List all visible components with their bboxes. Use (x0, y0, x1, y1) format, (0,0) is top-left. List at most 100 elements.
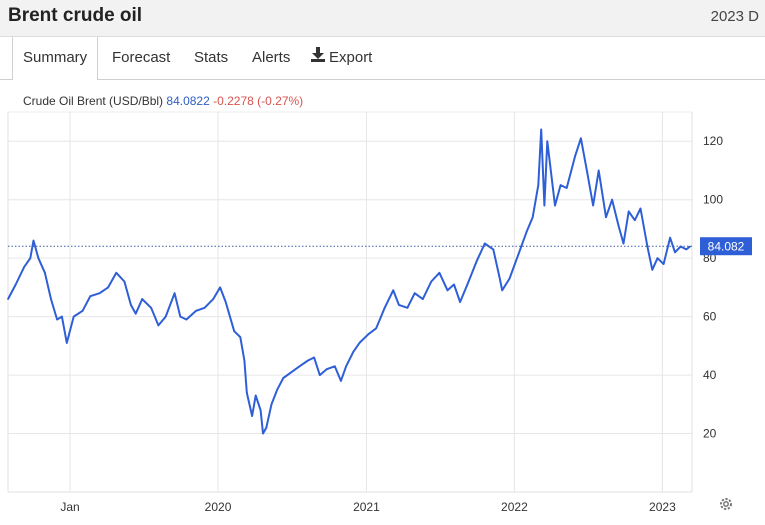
data-point (484, 243, 486, 245)
data-point (174, 292, 176, 294)
data-point (447, 290, 449, 292)
data-point (141, 298, 143, 300)
legend-change: -0.2278 (-0.27%) (213, 94, 303, 108)
data-point (647, 246, 649, 248)
header-bar: Brent crude oil 2023 D (0, 0, 765, 37)
data-point (459, 301, 461, 303)
data-point (499, 278, 501, 280)
series-line (8, 130, 690, 434)
chart-legend: Crude Oil Brent (USD/Bbl) 84.0822 -0.227… (23, 94, 303, 108)
data-point (135, 313, 137, 315)
data-point (547, 140, 549, 142)
data-point (124, 281, 126, 283)
data-point (368, 333, 370, 335)
data-point (554, 205, 556, 207)
data-point (407, 307, 409, 309)
data-point (186, 319, 188, 321)
data-point (598, 170, 600, 172)
data-point (255, 395, 257, 397)
data-point (262, 433, 264, 435)
legend-value: 84.0822 (166, 94, 209, 108)
data-point (623, 243, 625, 245)
y-tick-label: 120 (703, 134, 723, 148)
data-point (195, 310, 197, 312)
current-value-badge (700, 237, 752, 255)
data-point (251, 415, 253, 417)
data-point (414, 292, 416, 294)
data-point (307, 360, 309, 362)
data-point (50, 298, 52, 300)
data-point (689, 246, 691, 248)
x-tick-label: 2021 (353, 500, 380, 514)
data-point (422, 298, 424, 300)
data-point (611, 199, 613, 201)
data-point (384, 307, 386, 309)
data-point (453, 284, 455, 286)
data-point (392, 290, 394, 292)
data-point (82, 310, 84, 312)
data-point (107, 287, 109, 289)
x-tick-label: 2023 (649, 500, 676, 514)
y-tick-label: 100 (703, 193, 723, 207)
data-point (150, 307, 152, 309)
data-point (640, 208, 642, 210)
data-point (334, 366, 336, 368)
data-point (532, 216, 534, 218)
data-point (544, 205, 546, 207)
header-date: 2023 D (711, 8, 759, 25)
data-point (244, 360, 246, 362)
data-point (375, 328, 377, 330)
data-point (204, 307, 206, 309)
data-point (605, 216, 607, 218)
data-point (340, 380, 342, 382)
data-point (61, 316, 63, 318)
gear-icon[interactable] (718, 496, 734, 512)
data-point (526, 231, 528, 233)
data-point (359, 342, 361, 344)
tab-forecast[interactable]: Forecast (112, 37, 170, 79)
data-point (99, 292, 101, 294)
data-point (538, 184, 540, 186)
data-point (225, 301, 227, 303)
data-point (271, 404, 273, 406)
data-point (560, 184, 562, 186)
data-point (15, 284, 17, 286)
data-point (669, 237, 671, 239)
tab-stats[interactable]: Stats (194, 37, 228, 79)
data-point (158, 325, 160, 327)
data-point (353, 351, 355, 353)
current-value-label: 84.082 (708, 240, 745, 254)
y-tick-label: 20 (703, 427, 717, 441)
data-point (38, 257, 40, 259)
data-point (165, 316, 167, 318)
data-point (540, 129, 542, 131)
tab-bar: Summary Forecast Stats Alerts Export (0, 37, 765, 80)
tab-export[interactable]: Export (311, 37, 372, 79)
data-point (66, 342, 68, 344)
data-point (574, 155, 576, 157)
data-point (266, 427, 268, 429)
data-point (580, 138, 582, 140)
data-point (680, 246, 682, 248)
y-tick-label: 80 (703, 251, 717, 265)
data-point (90, 295, 92, 297)
data-point (345, 366, 347, 368)
data-point (180, 316, 182, 318)
data-point (326, 368, 328, 370)
tab-alerts[interactable]: Alerts (252, 37, 290, 79)
data-point (652, 269, 654, 271)
data-point (313, 357, 315, 359)
data-point (219, 287, 221, 289)
data-point (592, 205, 594, 207)
data-point (509, 278, 511, 280)
data-point (246, 392, 248, 394)
y-tick-label: 40 (703, 368, 717, 382)
data-point (276, 389, 278, 391)
data-point (291, 371, 293, 373)
data-point (587, 173, 589, 175)
data-point (299, 366, 301, 368)
download-icon (311, 37, 325, 79)
tab-summary[interactable]: Summary (12, 37, 98, 80)
data-point (628, 211, 630, 213)
data-point (56, 319, 58, 321)
